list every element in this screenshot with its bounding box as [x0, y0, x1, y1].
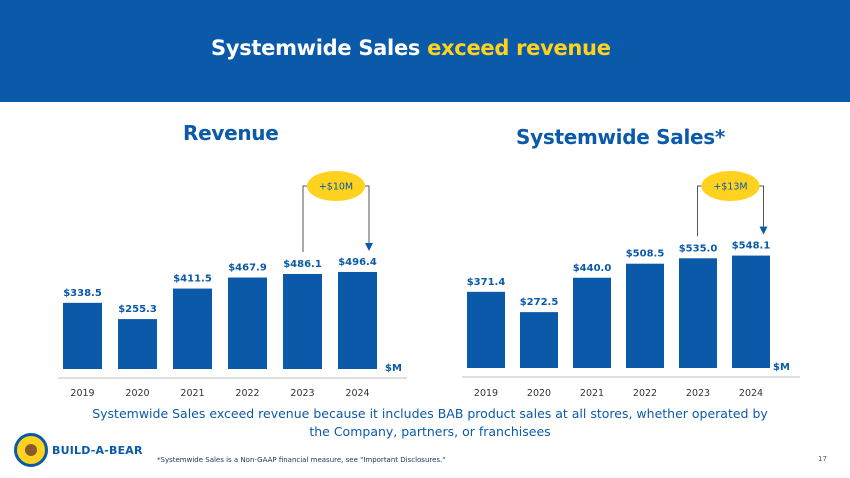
revenue-data-label-2022: $467.9	[228, 263, 267, 274]
brand-logo: BUILD-A-BEAR	[14, 432, 143, 468]
revenue-unit-label: $M	[385, 363, 402, 374]
systemwide-annotation-bubble	[701, 171, 760, 201]
revenue-annotation-bubble	[307, 171, 365, 201]
systemwide-data-label-2022: $508.5	[626, 249, 665, 260]
systemwide-tick-label-2022: 2022	[633, 388, 657, 399]
revenue-bar-2020	[118, 319, 157, 369]
bear-logo-icon	[14, 433, 48, 467]
slide-title-part1: Systemwide Sales	[211, 36, 428, 60]
systemwide-bar-2019	[467, 291, 505, 368]
systemwide-tick-label-2023: 2023	[686, 388, 710, 399]
systemwide-bar-2024	[732, 255, 770, 368]
slide-title: Systemwide Sales exceed revenue	[211, 36, 611, 60]
caption-text: Systemwide Sales exceed revenue because …	[92, 406, 768, 439]
systemwide-annotation-line-right	[759, 185, 764, 228]
page-number: 17	[818, 455, 827, 463]
revenue-tick-label-2021: 2021	[180, 388, 204, 399]
revenue-tick-label-2023: 2023	[290, 388, 314, 399]
systemwide-tick-label-2019: 2019	[474, 388, 498, 399]
revenue-bar-2024	[338, 271, 377, 369]
revenue-bar-2019	[63, 302, 102, 369]
revenue-data-label-2019: $338.5	[63, 288, 102, 299]
systemwide-unit-label: $M	[773, 362, 790, 373]
systemwide-annotation-line-left	[697, 185, 702, 237]
revenue-annotation-line-right	[365, 185, 370, 244]
systemwide-bar-2020	[520, 312, 558, 368]
slide-title-highlight: exceed revenue	[427, 36, 611, 60]
systemwide-data-label-2024: $548.1	[732, 241, 771, 252]
footnote: *Systemwide Sales is a Non-GAAP financia…	[157, 456, 446, 464]
systemwide-annotation-text: +$13M	[713, 182, 747, 193]
systemwide-data-label-2019: $371.4	[467, 277, 506, 288]
brand-name: BUILD-A-BEAR	[52, 443, 143, 457]
revenue-bar-2022	[228, 277, 267, 369]
revenue-chart-title: Revenue	[183, 121, 279, 145]
revenue-bar-2021	[173, 288, 212, 369]
revenue-data-label-2021: $411.5	[173, 274, 212, 285]
systemwide-data-label-2020: $272.5	[520, 297, 559, 308]
revenue-annotation-arrowhead	[365, 242, 373, 251]
revenue-bar-2023	[283, 273, 322, 369]
revenue-tick-label-2024: 2024	[345, 388, 369, 399]
revenue-annotation-text: +$10M	[319, 182, 353, 193]
revenue-tick-label-2022: 2022	[235, 388, 259, 399]
revenue-data-label-2024: $496.4	[338, 257, 377, 268]
systemwide-tick-label-2021: 2021	[580, 388, 604, 399]
revenue-tick-label-2019: 2019	[70, 388, 94, 399]
revenue-annotation-line-left	[302, 185, 307, 252]
systemwide-bar-2022	[626, 263, 664, 368]
systemwide-bar-2021	[573, 277, 611, 368]
revenue-data-label-2023: $486.1	[283, 259, 322, 270]
systemwide-data-label-2021: $440.0	[573, 263, 612, 274]
systemwide-annotation-arrowhead	[759, 226, 768, 235]
systemwide-tick-label-2024: 2024	[739, 388, 763, 399]
systemwide-tick-label-2020: 2020	[527, 388, 551, 399]
systemwide-bar-2023	[679, 258, 717, 368]
header-band	[0, 0, 850, 102]
revenue-data-label-2020: $255.3	[118, 304, 157, 315]
revenue-tick-label-2020: 2020	[125, 388, 149, 399]
systemwide-chart-title: Systemwide Sales*	[516, 125, 726, 149]
systemwide-data-label-2023: $535.0	[679, 243, 718, 254]
